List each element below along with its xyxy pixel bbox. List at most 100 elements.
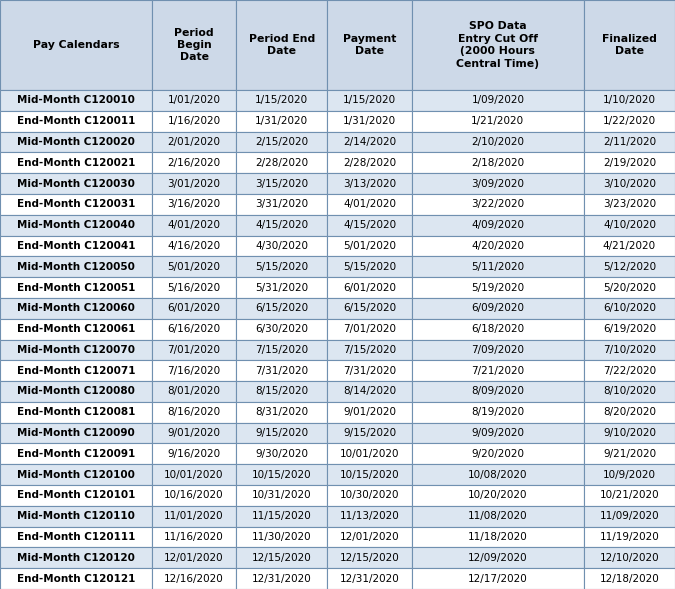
Text: 1/15/2020: 1/15/2020 [255,95,308,105]
Bar [584,319,675,339]
Text: 4/01/2020: 4/01/2020 [167,220,221,230]
Bar [0,547,152,568]
Text: 11/15/2020: 11/15/2020 [252,511,312,521]
Text: 7/22/2020: 7/22/2020 [603,366,656,376]
Bar [152,339,236,360]
Bar [584,277,675,298]
Bar [0,339,152,360]
Bar [584,131,675,153]
Bar [327,298,412,319]
Bar [236,547,327,568]
Text: 5/19/2020: 5/19/2020 [471,283,524,293]
Bar [0,319,152,339]
Bar [152,194,236,215]
Bar [327,547,412,568]
Text: 3/09/2020: 3/09/2020 [471,178,524,188]
Text: 9/21/2020: 9/21/2020 [603,449,656,459]
Text: 5/16/2020: 5/16/2020 [167,283,221,293]
Text: 8/14/2020: 8/14/2020 [343,386,396,396]
Bar [236,444,327,464]
Text: End-Month C120071: End-Month C120071 [17,366,135,376]
Bar [236,131,327,153]
Bar [584,256,675,277]
Text: Period
Begin
Date: Period Begin Date [174,28,214,62]
Bar [584,215,675,236]
Text: 9/09/2020: 9/09/2020 [471,428,524,438]
Bar [236,464,327,485]
Bar [0,0,152,90]
Text: End-Month C120081: End-Month C120081 [17,407,135,417]
Bar [327,360,412,381]
Text: 10/01/2020: 10/01/2020 [164,469,224,479]
Bar [0,506,152,527]
Text: 6/01/2020: 6/01/2020 [167,303,221,313]
Bar [584,236,675,256]
Bar [152,256,236,277]
Bar [0,153,152,173]
Text: 1/21/2020: 1/21/2020 [471,116,524,126]
Bar [327,131,412,153]
Text: 1/31/2020: 1/31/2020 [255,116,308,126]
Bar [584,111,675,131]
Text: 10/21/2020: 10/21/2020 [599,491,659,501]
Text: 12/17/2020: 12/17/2020 [468,574,528,584]
Text: 8/09/2020: 8/09/2020 [471,386,524,396]
Bar [584,339,675,360]
Text: 5/01/2020: 5/01/2020 [167,262,221,272]
Bar [152,0,236,90]
Text: 5/01/2020: 5/01/2020 [343,241,396,251]
Text: 9/30/2020: 9/30/2020 [255,449,308,459]
Text: 10/20/2020: 10/20/2020 [468,491,528,501]
Text: 10/9/2020: 10/9/2020 [603,469,656,479]
Bar [327,464,412,485]
Text: Mid-Month C120070: Mid-Month C120070 [17,345,135,355]
Bar [152,360,236,381]
Text: 11/01/2020: 11/01/2020 [164,511,224,521]
Text: 2/01/2020: 2/01/2020 [167,137,221,147]
Bar [412,236,584,256]
Text: 8/15/2020: 8/15/2020 [255,386,308,396]
Text: End-Month C120041: End-Month C120041 [17,241,135,251]
Text: End-Month C120121: End-Month C120121 [17,574,135,584]
Text: 4/20/2020: 4/20/2020 [471,241,524,251]
Text: 3/13/2020: 3/13/2020 [343,178,396,188]
Bar [412,256,584,277]
Bar [0,423,152,444]
Bar [236,173,327,194]
Bar [152,236,236,256]
Bar [152,298,236,319]
Bar [0,381,152,402]
Text: 4/01/2020: 4/01/2020 [343,199,396,209]
Bar [412,527,584,547]
Bar [412,90,584,111]
Text: 2/14/2020: 2/14/2020 [343,137,396,147]
Bar [584,464,675,485]
Text: 2/15/2020: 2/15/2020 [255,137,308,147]
Text: 10/30/2020: 10/30/2020 [340,491,400,501]
Text: Mid-Month C120060: Mid-Month C120060 [17,303,135,313]
Text: 1/22/2020: 1/22/2020 [603,116,656,126]
Text: 10/31/2020: 10/31/2020 [252,491,312,501]
Text: 6/18/2020: 6/18/2020 [471,324,524,334]
Bar [236,360,327,381]
Bar [327,256,412,277]
Text: 2/28/2020: 2/28/2020 [255,158,308,168]
Bar [412,194,584,215]
Bar [412,0,584,90]
Text: 9/15/2020: 9/15/2020 [343,428,396,438]
Bar [152,173,236,194]
Text: 3/22/2020: 3/22/2020 [471,199,524,209]
Bar [0,527,152,547]
Text: 9/10/2020: 9/10/2020 [603,428,656,438]
Bar [0,298,152,319]
Bar [152,319,236,339]
Bar [236,568,327,589]
Text: 5/15/2020: 5/15/2020 [343,262,396,272]
Bar [584,568,675,589]
Bar [236,381,327,402]
Bar [152,444,236,464]
Text: 11/16/2020: 11/16/2020 [164,532,224,542]
Text: End-Month C120111: End-Month C120111 [17,532,135,542]
Bar [327,402,412,423]
Text: 12/16/2020: 12/16/2020 [164,574,224,584]
